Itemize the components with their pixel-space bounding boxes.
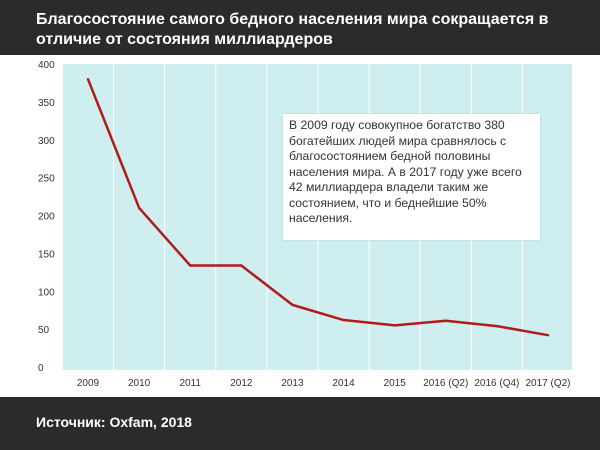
y-tick-label: 200 [38, 212, 55, 223]
source-label: Источник: Oxfam, 2018 [36, 414, 192, 430]
y-tick-label: 150 [38, 249, 55, 260]
x-tick-label: 2011 [179, 378, 201, 389]
x-tick-label: 2017 (Q2) [525, 378, 570, 389]
data-point [342, 318, 345, 322]
footer-band: Источник: Oxfam, 2018 [0, 397, 600, 450]
x-tick-label: 2013 [281, 378, 304, 389]
data-point [393, 324, 396, 327]
header-band: Благосостояние самого бедного населения … [0, 0, 600, 55]
annotation-box: В 2009 году совокупное богатство 380 бог… [283, 114, 540, 240]
x-axis-ticks: 2009 2010 2011 2012 2013 2014 2015 2016 (Q2) 201… [77, 378, 571, 389]
chart-title: Благосостояние самого бедного населения … [36, 11, 549, 48]
data-point [291, 303, 294, 307]
data-point [86, 77, 90, 81]
data-point [137, 206, 141, 210]
y-tick-label: 100 [38, 287, 55, 298]
data-point [444, 319, 447, 322]
y-tick-label: 300 [38, 136, 55, 147]
y-tick-label: 250 [38, 174, 55, 185]
x-tick-label: 2010 [128, 378, 151, 389]
data-point [240, 264, 243, 267]
y-tick-label: 0 [38, 363, 44, 374]
data-point [495, 324, 499, 328]
x-tick-label: 2014 [332, 378, 355, 389]
series-line [86, 78, 549, 337]
x-tick-label: 2015 [384, 378, 407, 389]
x-tick-label: 2016 (Q2) [423, 378, 468, 389]
x-tick-label: 2016 (Q4) [474, 378, 519, 389]
data-point [189, 264, 192, 267]
x-tick-label: 2012 [230, 378, 253, 389]
y-axis-ticks: 400 350 300 250 200 150 100 50 0 [38, 60, 55, 374]
data-point [546, 333, 550, 337]
x-tick-label: 2009 [77, 378, 100, 389]
chart-area: 400 350 300 250 200 150 100 50 0 2009 2010 2011 201… [0, 55, 600, 397]
series-group [86, 77, 550, 337]
y-tick-label: 50 [38, 325, 50, 336]
y-tick-label: 400 [38, 60, 55, 71]
y-tick-label: 350 [38, 98, 55, 109]
